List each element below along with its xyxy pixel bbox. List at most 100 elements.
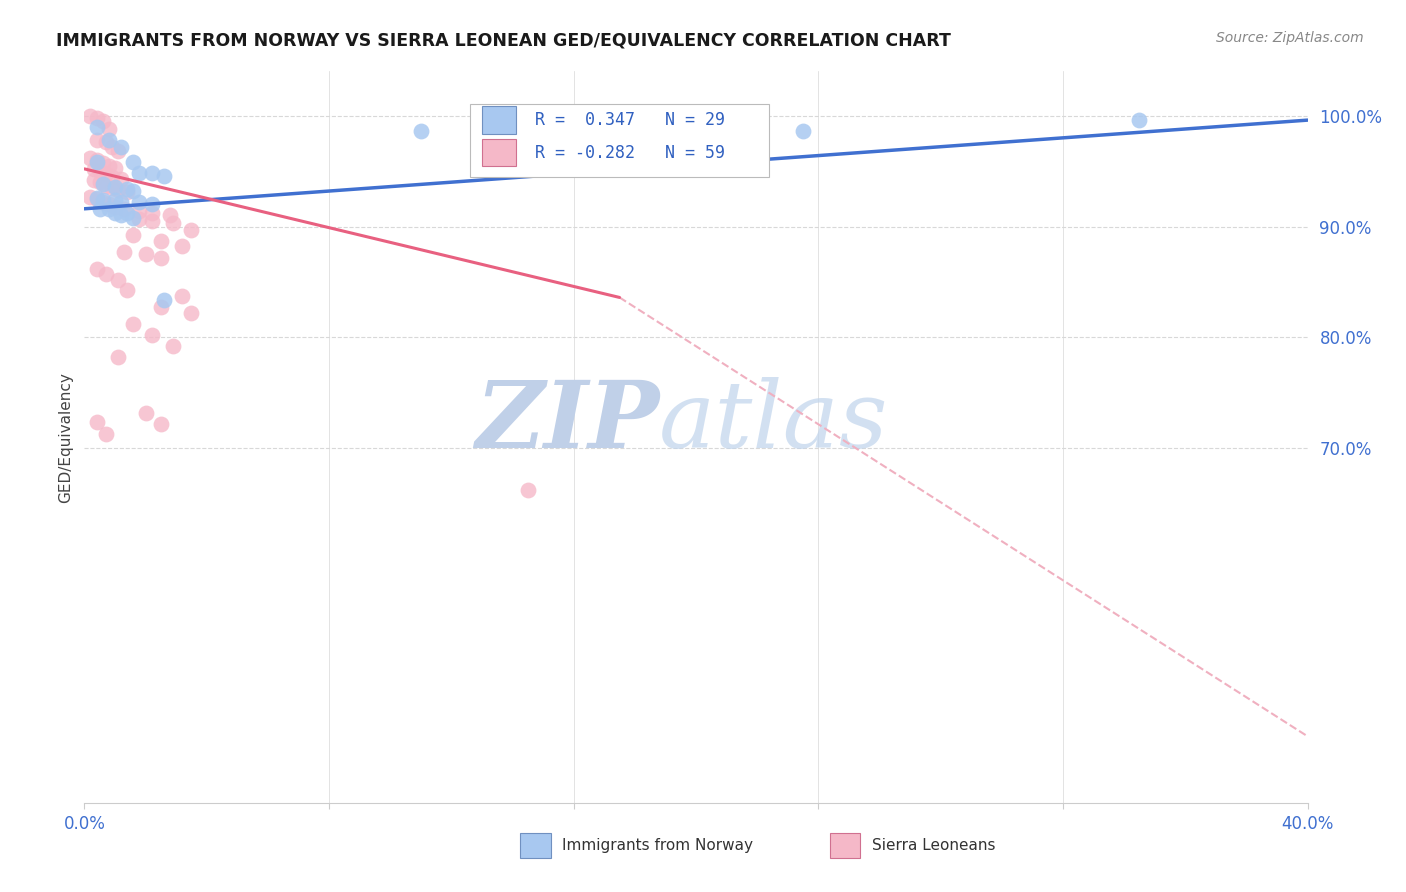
Point bbox=[141, 166, 163, 180]
Point bbox=[91, 195, 114, 210]
Point bbox=[86, 191, 108, 205]
Point bbox=[97, 122, 120, 136]
Point bbox=[128, 211, 150, 226]
FancyBboxPatch shape bbox=[470, 104, 769, 178]
Point bbox=[79, 109, 101, 123]
Point bbox=[115, 283, 138, 297]
Point bbox=[91, 114, 114, 128]
Point bbox=[79, 189, 101, 203]
Point bbox=[135, 247, 157, 261]
Point bbox=[83, 161, 105, 176]
Point bbox=[141, 214, 163, 228]
Point bbox=[101, 139, 124, 153]
Point bbox=[122, 228, 145, 243]
Point bbox=[91, 178, 114, 192]
Point bbox=[128, 204, 150, 219]
Point bbox=[97, 133, 120, 147]
Point bbox=[97, 159, 120, 173]
Point bbox=[128, 166, 150, 180]
Point bbox=[107, 351, 129, 365]
Point bbox=[104, 206, 127, 220]
Point bbox=[101, 180, 124, 194]
Text: Immigrants from Norway: Immigrants from Norway bbox=[562, 838, 754, 853]
Point bbox=[91, 193, 114, 207]
Text: ZIP: ZIP bbox=[475, 377, 659, 467]
Point bbox=[94, 178, 117, 193]
Point bbox=[172, 239, 194, 253]
Point bbox=[94, 136, 117, 150]
Y-axis label: GED/Equivalency: GED/Equivalency bbox=[58, 372, 73, 502]
Text: IMMIGRANTS FROM NORWAY VS SIERRA LEONEAN GED/EQUIVALENCY CORRELATION CHART: IMMIGRANTS FROM NORWAY VS SIERRA LEONEAN… bbox=[56, 31, 950, 49]
Point bbox=[112, 245, 135, 260]
Point bbox=[97, 197, 120, 211]
Point bbox=[122, 317, 145, 331]
Point bbox=[128, 195, 150, 210]
Point bbox=[104, 193, 127, 207]
Point bbox=[86, 153, 108, 167]
Text: R =  0.347   N = 29: R = 0.347 N = 29 bbox=[534, 111, 724, 128]
Point bbox=[110, 172, 132, 186]
FancyBboxPatch shape bbox=[482, 138, 516, 167]
Point bbox=[89, 164, 111, 178]
Point bbox=[94, 168, 117, 182]
Point bbox=[180, 306, 202, 320]
Point bbox=[86, 192, 108, 206]
Point bbox=[153, 293, 176, 307]
Point bbox=[141, 328, 163, 343]
Point bbox=[86, 261, 108, 276]
Point bbox=[159, 209, 181, 223]
Point bbox=[86, 415, 108, 429]
Text: R = -0.282   N = 59: R = -0.282 N = 59 bbox=[534, 144, 724, 161]
Point bbox=[107, 183, 129, 197]
Point bbox=[86, 111, 108, 125]
Point bbox=[112, 202, 135, 216]
Point bbox=[97, 202, 120, 216]
Point bbox=[141, 197, 163, 211]
Point bbox=[122, 184, 145, 198]
Point bbox=[110, 139, 132, 153]
Point bbox=[86, 133, 108, 147]
Point bbox=[135, 406, 157, 420]
Text: Source: ZipAtlas.com: Source: ZipAtlas.com bbox=[1216, 31, 1364, 45]
Point bbox=[172, 289, 194, 303]
Point bbox=[104, 161, 127, 175]
Text: Sierra Leoneans: Sierra Leoneans bbox=[872, 838, 995, 853]
Point bbox=[83, 173, 105, 187]
Point bbox=[94, 267, 117, 281]
Point bbox=[162, 216, 184, 230]
FancyBboxPatch shape bbox=[482, 106, 516, 134]
Point bbox=[149, 234, 172, 248]
Point bbox=[122, 155, 145, 169]
Point bbox=[101, 169, 124, 184]
Point bbox=[516, 483, 538, 498]
Point bbox=[86, 155, 108, 169]
Point bbox=[409, 124, 432, 138]
Point bbox=[89, 175, 111, 189]
Point bbox=[115, 185, 138, 199]
Point bbox=[107, 144, 129, 158]
Point bbox=[110, 209, 132, 223]
Point bbox=[94, 426, 117, 441]
Point bbox=[162, 339, 184, 353]
Point bbox=[149, 251, 172, 265]
Point bbox=[115, 182, 138, 196]
Point bbox=[792, 124, 814, 138]
Point bbox=[104, 179, 127, 194]
Point bbox=[110, 195, 132, 210]
Point bbox=[91, 156, 114, 170]
Point bbox=[79, 151, 101, 165]
Point bbox=[153, 169, 176, 183]
Point bbox=[122, 211, 145, 225]
Point bbox=[1128, 113, 1150, 128]
Point bbox=[149, 301, 172, 315]
Point bbox=[107, 273, 129, 287]
Point bbox=[115, 206, 138, 220]
Text: atlas: atlas bbox=[659, 377, 889, 467]
Point bbox=[547, 120, 569, 134]
Point bbox=[180, 223, 202, 237]
Point bbox=[149, 417, 172, 431]
Point bbox=[141, 206, 163, 220]
Point bbox=[86, 120, 108, 134]
Point bbox=[104, 200, 127, 214]
Point bbox=[89, 202, 111, 216]
